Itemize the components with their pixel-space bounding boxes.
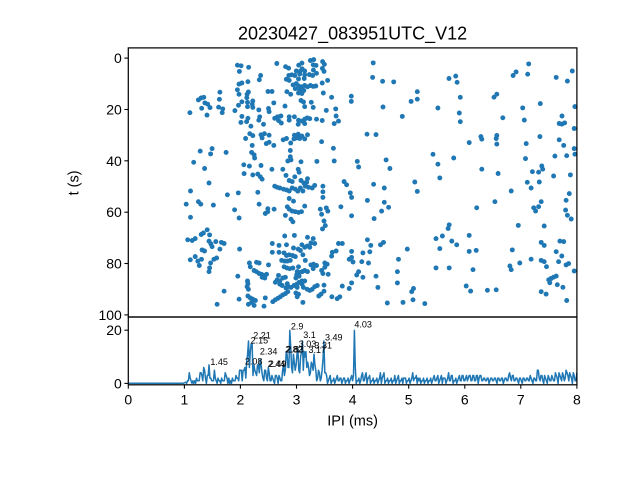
svg-text:7: 7 bbox=[517, 392, 525, 408]
svg-text:3.17: 3.17 bbox=[309, 345, 327, 355]
svg-text:3.03: 3.03 bbox=[299, 339, 317, 349]
svg-text:3: 3 bbox=[293, 392, 301, 408]
svg-text:2.83: 2.83 bbox=[286, 344, 304, 354]
svg-text:2: 2 bbox=[237, 392, 245, 408]
svg-text:1.45: 1.45 bbox=[210, 357, 228, 367]
svg-text:2.9: 2.9 bbox=[291, 322, 304, 332]
svg-text:0: 0 bbox=[114, 375, 122, 391]
svg-text:2.44: 2.44 bbox=[268, 359, 286, 369]
svg-text:2.34: 2.34 bbox=[260, 347, 278, 357]
svg-text:IPI (ms): IPI (ms) bbox=[327, 414, 378, 430]
svg-text:2.21: 2.21 bbox=[253, 330, 271, 340]
svg-text:2.08: 2.08 bbox=[245, 356, 263, 366]
svg-text:2.15: 2.15 bbox=[251, 335, 269, 345]
svg-text:2.82: 2.82 bbox=[285, 344, 303, 354]
svg-text:0: 0 bbox=[114, 50, 122, 66]
svg-text:6: 6 bbox=[461, 392, 469, 408]
svg-text:3.49: 3.49 bbox=[325, 332, 343, 342]
svg-text:20230427_083951UTC_V12: 20230427_083951UTC_V12 bbox=[238, 23, 467, 44]
svg-text:20: 20 bbox=[106, 102, 122, 118]
svg-text:2.49: 2.49 bbox=[269, 359, 287, 369]
svg-text:4.03: 4.03 bbox=[354, 320, 372, 330]
svg-text:4: 4 bbox=[349, 392, 357, 408]
svg-text:60: 60 bbox=[106, 204, 122, 220]
svg-text:8: 8 bbox=[573, 392, 581, 408]
svg-text:40: 40 bbox=[106, 153, 122, 169]
svg-text:80: 80 bbox=[106, 256, 122, 272]
svg-text:100: 100 bbox=[98, 307, 122, 323]
svg-text:0: 0 bbox=[124, 392, 132, 408]
svg-text:20: 20 bbox=[106, 322, 122, 338]
svg-text:5: 5 bbox=[405, 392, 413, 408]
svg-text:3.31: 3.31 bbox=[315, 341, 333, 351]
svg-text:1: 1 bbox=[181, 392, 189, 408]
svg-text:3.1: 3.1 bbox=[303, 330, 316, 340]
svg-text:t (s): t (s) bbox=[67, 170, 83, 195]
